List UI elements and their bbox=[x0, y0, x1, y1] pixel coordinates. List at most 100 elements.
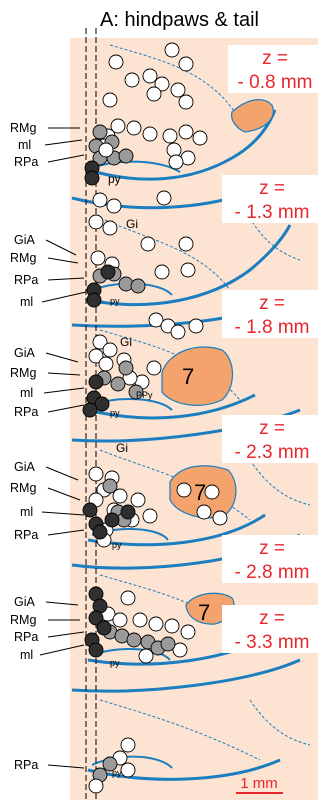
svg-text:- 1.8 mm: - 1.8 mm bbox=[235, 317, 310, 338]
cell-marker bbox=[126, 632, 142, 648]
cell-marker bbox=[98, 356, 114, 372]
cell-marker bbox=[110, 118, 126, 134]
cell-marker bbox=[108, 54, 124, 70]
z-label-6: z = - 3.3 mm bbox=[222, 605, 320, 653]
label-rmg: RMg bbox=[10, 366, 36, 380]
label-nucleus-7: 7 bbox=[198, 600, 210, 625]
cell-marker bbox=[162, 128, 178, 144]
inner-labels: py Gi py Gi py PPy Gi py py py 7 7 7 bbox=[108, 172, 210, 778]
cell-marker bbox=[154, 264, 170, 280]
svg-text:z =: z = bbox=[259, 418, 285, 439]
svg-text:z =: z = bbox=[259, 178, 285, 199]
cell-marker bbox=[188, 318, 204, 334]
facial-nuclei bbox=[161, 99, 274, 625]
cell-marker bbox=[178, 56, 194, 72]
cell-marker bbox=[106, 198, 122, 214]
label-py: py bbox=[112, 540, 122, 550]
z-label-5: z = - 2.8 mm bbox=[222, 535, 320, 583]
outline-section-5-b bbox=[71, 658, 301, 693]
label-rmg: RMg bbox=[10, 251, 36, 265]
label-py: py bbox=[108, 172, 121, 186]
cell-marker bbox=[120, 737, 136, 753]
svg-text:z =: z = bbox=[259, 293, 285, 314]
outline-section-1 bbox=[87, 109, 277, 181]
cell-marker bbox=[142, 126, 158, 142]
cell-marker bbox=[82, 502, 98, 518]
cell-marker bbox=[172, 642, 188, 658]
cell-markers bbox=[82, 42, 228, 794]
cell-marker bbox=[120, 590, 136, 606]
scale-bar: 1 mm bbox=[236, 775, 283, 794]
cell-marker bbox=[104, 512, 120, 528]
cell-marker bbox=[102, 756, 118, 772]
label-rpa: RPa bbox=[14, 528, 38, 542]
svg-text:- 1.3 mm: - 1.3 mm bbox=[235, 202, 310, 223]
outline-section-6 bbox=[87, 758, 281, 781]
structure-labels: RMg ml RPa GiA RMg RPa ml GiA RMg ml RPa… bbox=[10, 121, 38, 772]
scale-bar-label: 1 mm bbox=[240, 775, 278, 792]
cell-marker bbox=[90, 250, 106, 266]
cell-marker bbox=[178, 94, 194, 110]
label-ml: ml bbox=[20, 386, 33, 400]
label-rpa: RPa bbox=[14, 630, 38, 644]
label-gia: GiA bbox=[14, 233, 36, 247]
nucleus-7-section-4 bbox=[169, 465, 237, 519]
cell-marker bbox=[102, 220, 118, 236]
cell-marker bbox=[112, 612, 128, 628]
label-gia: GiA bbox=[14, 595, 36, 609]
label-gia: GiA bbox=[14, 460, 36, 474]
cell-marker bbox=[140, 236, 156, 252]
z-labels: z = - 0.8 mm z = - 1.3 mm z = - 1.8 mm z… bbox=[222, 45, 320, 653]
cell-marker bbox=[156, 190, 172, 206]
label-ppy: PPy bbox=[136, 390, 153, 400]
outline-section-3 bbox=[87, 393, 256, 420]
label-gi: Gi bbox=[120, 335, 132, 349]
label-py: py bbox=[110, 658, 120, 668]
cell-marker bbox=[92, 192, 108, 208]
cell-marker bbox=[110, 376, 126, 392]
cell-marker bbox=[164, 42, 180, 58]
cell-marker bbox=[98, 142, 114, 158]
cell-marker bbox=[130, 278, 146, 294]
cell-marker bbox=[88, 214, 104, 230]
label-rpa: RPa bbox=[14, 155, 38, 169]
leader-lines bbox=[39, 127, 87, 769]
cell-marker bbox=[148, 312, 164, 328]
cell-marker bbox=[142, 508, 158, 524]
svg-text:- 2.3 mm: - 2.3 mm bbox=[235, 442, 310, 463]
cell-marker bbox=[180, 262, 196, 278]
cell-marker bbox=[102, 478, 118, 494]
cell-marker bbox=[102, 342, 118, 358]
cell-marker bbox=[146, 86, 162, 102]
svg-text:- 0.8 mm: - 0.8 mm bbox=[238, 72, 313, 93]
label-py: py bbox=[110, 296, 120, 306]
cell-marker bbox=[88, 374, 104, 390]
cell-marker bbox=[88, 466, 104, 482]
cell-marker bbox=[180, 624, 196, 640]
label-rpa: RPa bbox=[14, 273, 38, 287]
label-ml: ml bbox=[20, 505, 33, 519]
cell-marker bbox=[170, 82, 186, 98]
label-rmg: RMg bbox=[10, 121, 36, 135]
cell-marker bbox=[148, 616, 164, 632]
cell-marker bbox=[102, 92, 118, 108]
cell-marker bbox=[142, 68, 158, 84]
cell-marker bbox=[118, 148, 134, 164]
cell-marker bbox=[120, 504, 136, 520]
cell-marker bbox=[118, 360, 134, 376]
label-rpa: RPa bbox=[14, 758, 38, 772]
cell-marker bbox=[82, 402, 98, 418]
cell-marker bbox=[86, 292, 102, 308]
label-gi: Gi bbox=[116, 441, 128, 455]
cell-marker bbox=[164, 618, 180, 634]
cell-marker bbox=[112, 488, 128, 504]
svg-text:- 2.8 mm: - 2.8 mm bbox=[235, 562, 310, 583]
cell-marker bbox=[94, 396, 110, 412]
cell-marker bbox=[196, 504, 212, 520]
svg-text:- 3.3 mm: - 3.3 mm bbox=[235, 632, 310, 653]
label-gi: Gi bbox=[126, 217, 138, 231]
cell-marker bbox=[168, 154, 184, 170]
cell-marker bbox=[96, 620, 112, 636]
label-ml: ml bbox=[20, 295, 33, 309]
